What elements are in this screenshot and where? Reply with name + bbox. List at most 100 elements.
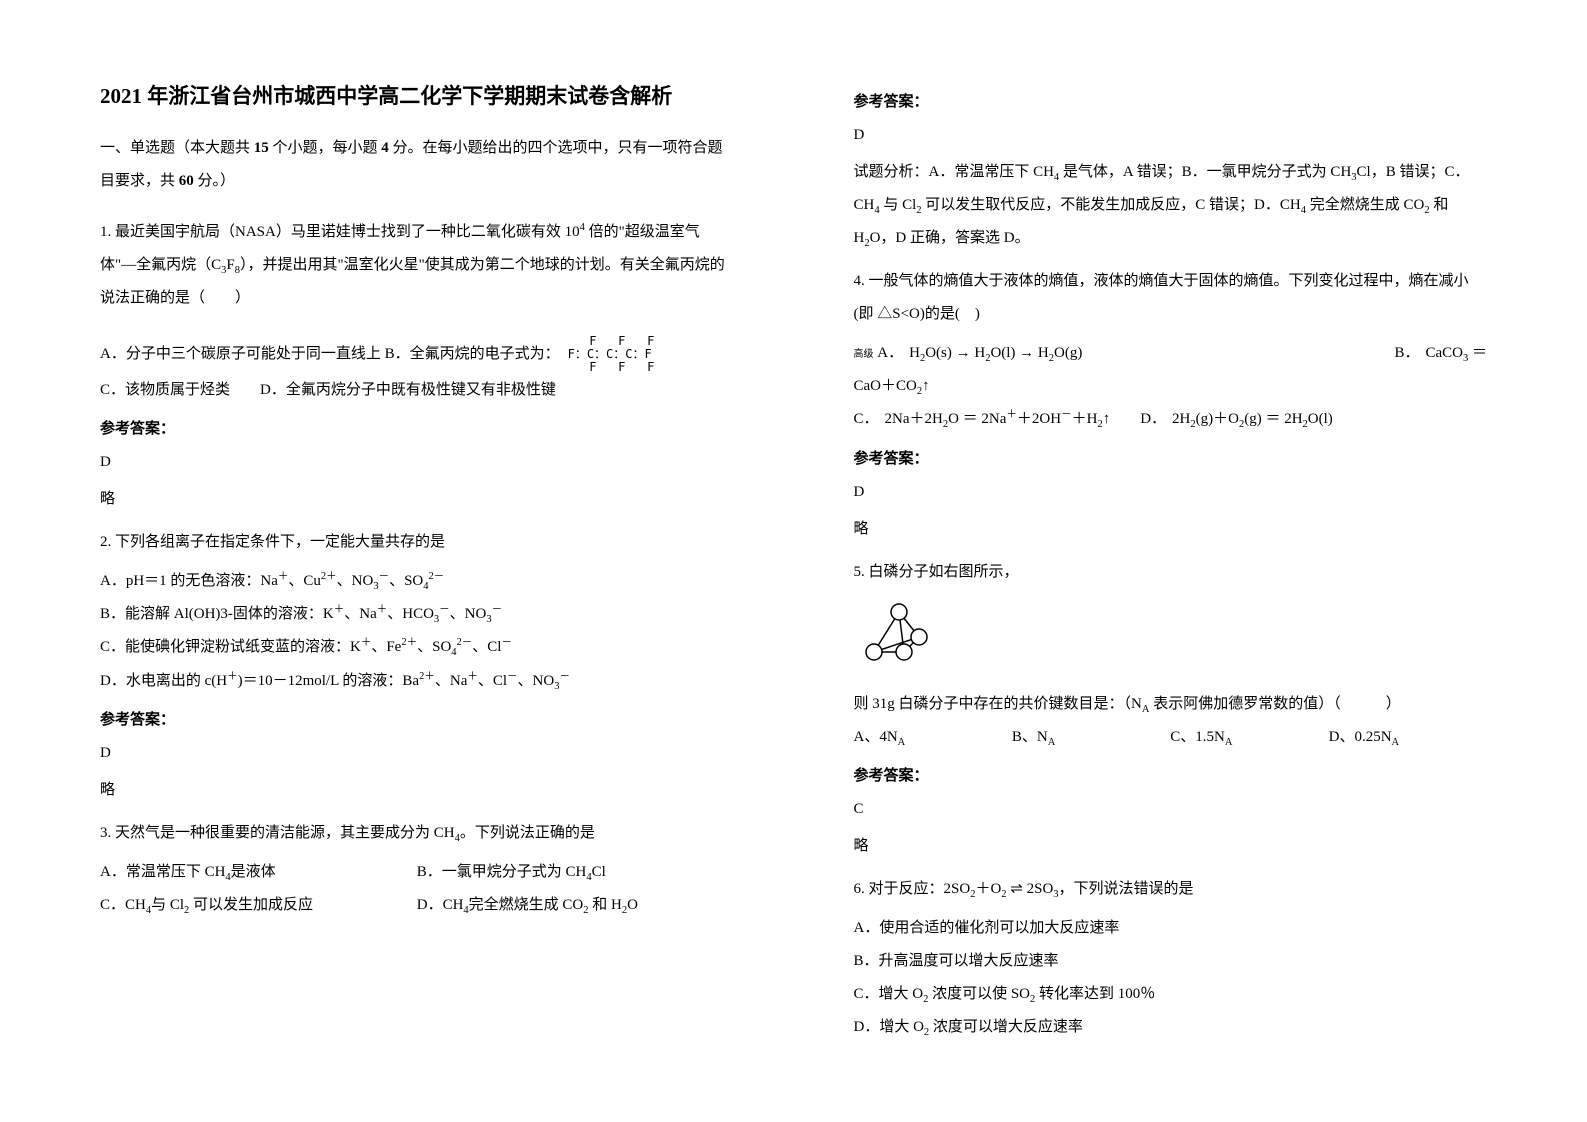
q1-p1a: 1. 最近美国宇航局（NASA）马里诺娃博士找到了一种比二氧化碳有效 10 (100, 224, 580, 240)
q3b-b: Cl (592, 864, 606, 880)
question-6: 6. 对于反应：2SO2＋O2 ⇌ 2SO3，下列说法错误的是 A．使用合适的催… (854, 873, 1488, 1044)
q2a-s1: ＋ (278, 571, 289, 582)
q5-explain: 略 (854, 830, 1488, 863)
sec1-total: 60 (179, 173, 194, 189)
q3s-b: 。下列说法正确的是 (460, 825, 595, 841)
q4c-b: O ＝ 2Na (948, 411, 1006, 427)
q4-answer: D (854, 476, 1488, 509)
q6s-a: 6. 对于反应：2SO (854, 881, 971, 897)
q3s-a: 3. 天然气是一种很重要的清洁能源，其主要成分为 CH (100, 825, 455, 841)
q4c-c: ＋2OH (1017, 411, 1061, 427)
q4a-d: O(g) (1054, 345, 1082, 361)
q4c-s3: － (1061, 409, 1072, 420)
q3d-c: 和 H (589, 897, 622, 913)
q1-opt-cd: C．该物质属于烃类 D．全氟丙烷分子中既有极性键又有非极性键 (100, 374, 734, 407)
q4-explain: 略 (854, 513, 1488, 546)
q1-opt-a: A．分子中三个碳原子可能处于同一直线上 B．全氟丙烷的电子式为： (100, 338, 560, 371)
q2b-s3b: － (439, 604, 450, 615)
q4b2-a: CaO＋CO (854, 378, 917, 394)
q2d-d: 、NO (518, 673, 555, 689)
q6d-a: D．增大 O (854, 1019, 924, 1035)
q5d-a: D、0.25N (1329, 729, 1392, 745)
q3-row2: C．CH4与 Cl2 可以发生加成反应 D．CH4完全燃烧生成 CO2 和 H2… (100, 889, 734, 922)
question-3: 3. 天然气是一种很重要的清洁能源，其主要成分为 CH4。下列说法正确的是 A．… (100, 817, 734, 922)
q4d-lbl: D． (1140, 411, 1166, 427)
q6-opt-b: B．升高温度可以增大反应速率 (854, 945, 1488, 978)
q2d-b: 、Na (435, 673, 468, 689)
q5q-b: 表示阿佛加德罗常数的值）（ ） (1149, 696, 1400, 712)
q4c-a: 2Na＋2H (885, 411, 943, 427)
q6-opt-d: D．增大 O2 浓度可以增大反应速率 (854, 1011, 1488, 1044)
q5-opt-b: B、NA (1012, 721, 1170, 754)
q5-opt-a: A、4NA (854, 721, 1012, 754)
q3b-a: B．一氯甲烷分子式为 CH (417, 864, 587, 880)
q3c-a: C．CH (100, 897, 146, 913)
q2d-s5: 3 (554, 681, 559, 692)
q5q-a: 则 31g 白磷分子中存在的共价键数目是：（N (854, 696, 1142, 712)
q4a-a: H (909, 345, 920, 361)
q2c-s3: 4 (451, 647, 456, 658)
q2-opt-c: C．能使碘化钾淀粉试纸变蓝的溶液：K＋、Fe2＋、SO42－、Cl－ (100, 631, 734, 664)
q4-opt-a: 高级 A．H2O(s) → H2O(l) → H2O(g) (854, 337, 1083, 370)
q6d-b: 浓度可以增大反应速率 (929, 1019, 1083, 1035)
q3d-a: D．CH (417, 897, 464, 913)
q4d-b: (g)＋O (1196, 411, 1239, 427)
q4a-b: O(s) → H (925, 345, 985, 361)
sec1-mid1: 个小题，每小题 (269, 140, 382, 156)
q2b-s1: ＋ (334, 604, 345, 615)
q4-opt-b-line2: CaO＋CO2↑ (854, 370, 1488, 403)
q2c-s3b: 2－ (457, 637, 473, 648)
q5c-s: A (1225, 737, 1233, 748)
q2d-s2: 2＋ (419, 671, 435, 682)
q2c-s2: 2＋ (401, 637, 417, 648)
q3d-b: 完全燃烧生成 CO (469, 897, 584, 913)
q4b-lbl: B． (1394, 345, 1419, 361)
q5-opt-c: C、1.5NA (1170, 721, 1328, 754)
q3e-f: 完全燃烧生成 CO (1306, 197, 1424, 213)
q2b-s4: 3 (486, 614, 491, 625)
q6s-b: ＋O (975, 881, 1001, 897)
q4-opt-d: D．2H2(g)＋O2(g) ＝ 2H2O(l) (1140, 403, 1333, 436)
question-4: 4. 一般气体的熵值大于液体的熵值，液体的熵值大于固体的熵值。下列变化过程中，熵… (854, 265, 1488, 545)
exam-title: 2021 年浙江省台州市城西中学高二化学下学期期末试卷含解析 (100, 80, 734, 114)
q3-answer: D (854, 119, 1488, 152)
q6-stem: 6. 对于反应：2SO2＋O2 ⇌ 2SO3，下列说法错误的是 (854, 873, 1488, 906)
q3-opt-b: B．一氯甲烷分子式为 CH4Cl (417, 856, 734, 889)
q2a-a: 、Cu (288, 573, 321, 589)
q4d-d: O(l) (1308, 411, 1333, 427)
q3a-a: A．常温常压下 CH (100, 864, 225, 880)
q5-stem: 5. 白磷分子如右图所示， (854, 556, 1488, 589)
q5b-a: B、N (1012, 729, 1048, 745)
q2c-b: 、SO (417, 639, 451, 655)
q4c-d: ＋H (1072, 411, 1098, 427)
q2d-s5b: － (559, 671, 570, 682)
q4-opt-b: B．CaCO3 ＝ (1394, 337, 1487, 370)
q2b-a: 、Na (344, 606, 377, 622)
q6-opt-a: A．使用合适的催化剂可以加大反应速率 (854, 912, 1488, 945)
q2b-s2: ＋ (377, 604, 388, 615)
q6c-a: C．增大 O (854, 986, 924, 1002)
question-1: 1. 最近美国宇航局（NASA）马里诺娃博士找到了一种比二氧化碳有效 104 倍… (100, 216, 734, 517)
q2d-s3: ＋ (467, 671, 478, 682)
q5-opts: A、4NA B、NA C、1.5NA D、0.25NA (854, 721, 1488, 754)
q3c-b: 与 Cl (151, 897, 184, 913)
q2c-a: 、Fe (371, 639, 401, 655)
q4a-c: O(l) → H (990, 345, 1048, 361)
q6-opt-c: C．增大 O2 浓度可以使 SO2 转化率达到 100％ (854, 978, 1488, 1011)
question-5: 5. 白磷分子如右图所示， 则 31g 白磷分子中存在的共价键数目是：（N (854, 556, 1488, 863)
answer-label: 参考答案： (854, 760, 1488, 793)
q3-stem: 3. 天然气是一种很重要的清洁能源，其主要成分为 CH4。下列说法正确的是 (100, 817, 734, 850)
q6s-c: ⇌ 2SO (1007, 881, 1054, 897)
lewis-structure-icon: F F F F：C：C：C：F F F F (568, 335, 655, 375)
q3a-b: 是液体 (231, 864, 276, 880)
q2-opt-a: A．pH＝1 的无色溶液：Na＋、Cu2＋、NO3－、SO42－ (100, 565, 734, 598)
q2-opt-d: D．水电离出的 c(H＋)＝10－12mol/L 的溶液：Ba2＋、Na＋、Cl… (100, 665, 734, 698)
q4a-lbl: A． (877, 345, 903, 361)
q3-opt-d: D．CH4完全燃烧生成 CO2 和 H2O (417, 889, 734, 922)
q5a-s: A (898, 737, 906, 748)
q2-answer: D (100, 737, 734, 770)
q3e-e: 可以发生取代反应，不能发生加成反应，C 错误；D．CH (922, 197, 1301, 213)
q1-opt-ab-row: A．分子中三个碳原子可能处于同一直线上 B．全氟丙烷的电子式为： F F F F… (100, 335, 734, 375)
q2a-t: A．pH＝1 的无色溶液：Na (100, 573, 278, 589)
sec1-points: 4 (381, 140, 389, 156)
